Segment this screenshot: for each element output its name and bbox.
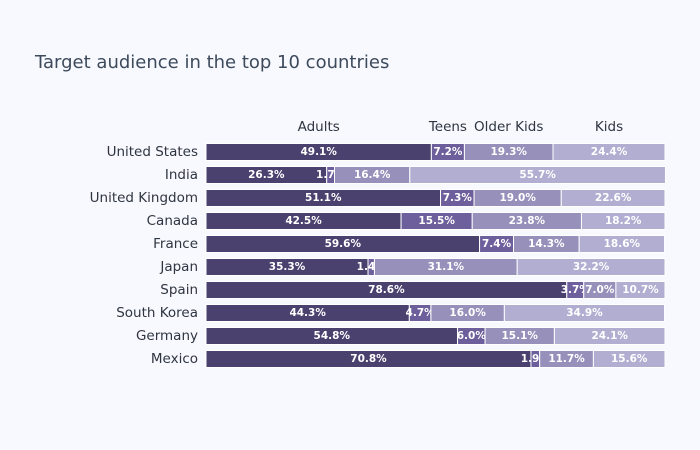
category-label: France	[153, 236, 198, 252]
data-label: 15.6%	[611, 353, 648, 365]
category-label: Spain	[160, 282, 198, 298]
data-label: 4.7%	[406, 307, 436, 319]
data-label: 32.2%	[573, 261, 610, 273]
data-label: 51.1%	[305, 192, 342, 204]
category-label: Mexico	[151, 351, 198, 367]
data-label: 10.7%	[622, 284, 659, 296]
bar-segment	[503, 304, 666, 322]
data-label: 44.3%	[289, 307, 326, 319]
bar-segment	[552, 143, 666, 161]
bar-segment	[553, 327, 666, 345]
data-label: 31.1%	[428, 261, 465, 273]
category-label: Canada	[147, 213, 198, 229]
bar-segment	[560, 189, 666, 207]
data-label: 16.4%	[354, 169, 391, 181]
data-label: 16.0%	[449, 307, 486, 319]
category-label: United Kingdom	[90, 190, 198, 206]
data-label: 7.3%	[443, 192, 473, 204]
category-label: Germany	[136, 328, 198, 344]
series-label: Kids	[595, 119, 623, 135]
data-label: 18.6%	[604, 238, 641, 250]
category-label: South Korea	[116, 305, 198, 321]
data-label: 7.4%	[482, 238, 512, 250]
data-label: 24.4%	[591, 146, 628, 158]
series-label: Adults	[298, 119, 340, 135]
category-label: India	[165, 167, 198, 183]
chart-title: Target audience in the top 10 countries	[35, 52, 390, 73]
data-label: 70.8%	[350, 353, 387, 365]
category-label: Japan	[159, 259, 198, 275]
category-label: United States	[107, 144, 198, 160]
data-label: 18.2%	[605, 215, 642, 227]
data-label: 78.6%	[368, 284, 405, 296]
data-label: 26.3%	[248, 169, 285, 181]
data-label: 59.6%	[325, 238, 362, 250]
data-label: 7.2%	[433, 146, 463, 158]
data-label: 34.9%	[566, 307, 603, 319]
data-label: 24.1%	[591, 330, 628, 342]
data-label: 7.0%	[585, 284, 615, 296]
data-label: 23.8%	[509, 215, 546, 227]
data-label: 14.3%	[528, 238, 565, 250]
data-label: 49.1%	[300, 146, 337, 158]
series-label: Older Kids	[474, 119, 543, 135]
data-label: 3.7%	[561, 284, 591, 296]
data-label: 11.7%	[548, 353, 585, 365]
bar-segment	[592, 350, 666, 368]
data-label: 54.8%	[314, 330, 351, 342]
bar-segment	[615, 281, 666, 299]
data-label: 19.0%	[499, 192, 536, 204]
data-label: 22.6%	[595, 192, 632, 204]
data-label: 15.5%	[418, 215, 455, 227]
bar-segment	[516, 258, 666, 276]
series-label: Teens	[428, 119, 467, 135]
data-label: 42.5%	[285, 215, 322, 227]
data-label: 15.1%	[502, 330, 539, 342]
bar-segment	[409, 166, 666, 184]
bar-segment	[578, 235, 666, 253]
data-label: 35.3%	[269, 261, 306, 273]
data-label: 6.0%	[457, 330, 487, 342]
bar-segment	[580, 212, 666, 230]
data-label: 19.3%	[490, 146, 527, 158]
data-label: 55.7%	[519, 169, 556, 181]
